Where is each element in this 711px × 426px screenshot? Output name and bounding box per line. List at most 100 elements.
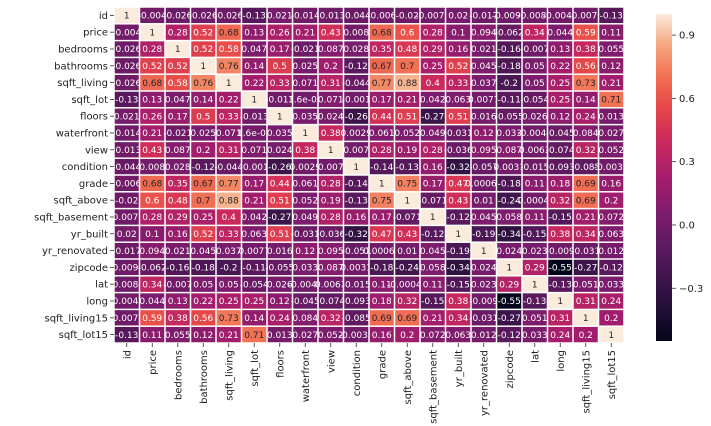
cell-value-label: -0.24 [396,264,420,274]
heatmap-cell [191,310,216,326]
heatmap-cell [395,24,420,40]
row-label: sqft_above [54,196,109,207]
cell-value-label: 0.25 [423,62,443,72]
cell-value-label: 0.028 [165,163,191,173]
heatmap-cell [573,192,598,208]
column-label: floors [275,350,286,378]
heatmap-cell [369,58,394,74]
heatmap-cell [165,175,190,192]
heatmap-cell [318,226,343,242]
cell-value-label: 0.026 [522,112,548,122]
cell-value-label: 0.52 [168,62,188,72]
cell-value-label: -0.55 [498,297,521,307]
column-label: id [122,350,133,359]
cell-value-label: -0.18 [498,180,522,190]
heatmap-cell [369,192,394,208]
cell-value-label: 1 [532,280,538,290]
heatmap-cell [344,158,369,175]
cell-value-label: -0.044 [112,163,141,173]
heatmap-cell [420,74,445,91]
heatmap-cell [216,293,241,309]
heatmap-cell [318,125,343,141]
cell-value-label: 1 [124,12,130,22]
column-label: sqft_living15 [581,350,592,414]
heatmap-cell [216,158,241,175]
cell-value-label: 0.11 [372,280,392,290]
heatmap-cell [293,326,318,343]
cell-value-label: -0.13 [115,331,138,341]
cell-value-label: 0.052 [598,146,624,156]
heatmap-cell [318,259,343,276]
cell-value-label: -0.026 [214,12,243,22]
heatmap-cell [548,58,573,74]
heatmap-cell [471,242,496,259]
heatmap-cell [344,209,369,225]
cell-value-label: -0.013 [112,146,141,156]
cell-value-label: -0.007 [163,280,192,290]
heatmap-cell [165,91,190,108]
row-label: sqft_lot [71,95,108,106]
heatmap-cell [497,41,522,57]
cell-value-label: -0.34 [447,264,471,274]
heatmap-cell [242,242,267,259]
cell-value-label: -0.026 [112,45,141,55]
colorbar-tick-label: 0.6 [679,94,695,105]
heatmap-cell [446,310,471,326]
cell-value-label: -0.017 [469,12,498,22]
heatmap-cell [548,142,573,158]
heatmap-cell [573,209,598,225]
cell-value-label: 0.2 [604,314,618,324]
heatmap-cell [548,91,573,108]
cell-value-label: 0.0029 [290,163,322,173]
cell-value-label: 0.52 [193,45,213,55]
cell-value-label: 0.18 [372,297,392,307]
cell-value-label: -0.32 [345,230,368,240]
cell-value-label: 0.13 [550,45,570,55]
cell-value-label: -0.12 [447,213,470,223]
heatmap-cell [140,276,165,292]
heatmap-cell [369,142,394,158]
heatmap-cell [599,125,624,141]
cell-value-label: 0.68 [372,28,392,38]
heatmap-cell [548,242,573,259]
row-label: yr_renovated [42,246,108,257]
heatmap-cell [242,276,267,292]
cell-value-label: 0.027 [292,331,318,341]
heatmap-cell [344,24,369,40]
cell-value-label: 0.21 [244,196,264,206]
cell-value-label: 0.17 [372,213,392,223]
heatmap-cell [267,209,292,225]
cell-value-label: -0.021 [163,129,192,139]
cell-value-label: 0.38 [576,45,596,55]
heatmap-cell [242,7,267,24]
cell-value-label: 0.29 [168,213,188,223]
cell-value-label: -0.093 [546,163,575,173]
cell-value-label: 0.68 [142,180,162,190]
heatmap-cell [114,125,139,141]
cell-value-label: 0.24 [550,331,570,341]
cell-value-label: 1 [481,247,487,257]
cell-value-label: 0.6 [145,196,160,206]
heatmap-cell [318,41,343,57]
heatmap-cell [242,142,267,158]
cell-value-label: 0.0031 [494,163,526,173]
heatmap-cell [446,58,471,74]
cell-value-label: 0.12 [270,297,290,307]
cell-value-label: 0.021 [114,112,140,122]
heatmap-cell [242,58,267,74]
heatmap-cell [599,192,624,208]
heatmap-cell [114,175,139,192]
heatmap-cell [318,242,343,259]
cell-value-label: 0.051 [573,280,599,290]
cell-value-label: -0.0091 [109,264,144,274]
cell-value-label: 0.094 [471,28,497,38]
cell-value-label: 0.13 [168,297,188,307]
heatmap-cell [344,175,369,192]
cell-value-label: 0.035 [267,129,293,139]
heatmap-cell [114,226,139,242]
cell-value-label: -0.11 [243,264,266,274]
row-labels: id price bedrooms bathrooms sqft_living sqft_… [34,11,114,341]
heatmap-cell [497,192,522,208]
cell-value-label: 0.012 [598,247,624,257]
heatmap-cell [548,175,573,192]
